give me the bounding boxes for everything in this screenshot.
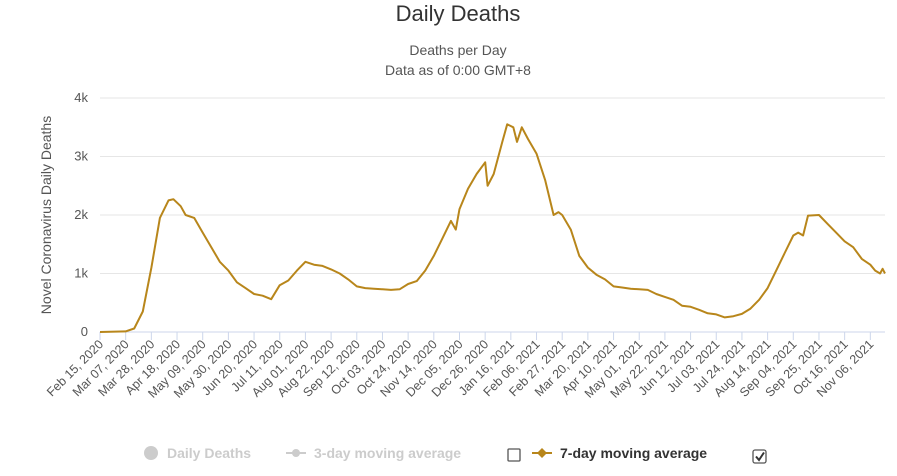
series-line-7-day-moving-average[interactable] [99,123,886,333]
legend-3day-checkbox[interactable] [507,448,521,462]
legend-3day-marker [292,449,300,457]
y-tick-label: 3k [74,149,88,164]
legend: Daily Deaths 3-day moving average 7-day … [144,445,767,464]
chart-subtitle-line-1: Deaths per Day [409,42,506,58]
legend-item-daily-deaths[interactable]: Daily Deaths [144,445,251,461]
legend-7day-label: 7-day moving average [560,445,707,461]
legend-3day-label: 3-day moving average [314,445,461,461]
y-tick-label: 4k [74,90,88,105]
y-tick-label: 2k [74,207,88,222]
y-tick-label: 0 [81,324,88,339]
y-axis-label: Novel Coronavirus Daily Deaths [38,116,54,314]
series-layer [99,123,886,333]
legend-item-3day-average[interactable]: 3-day moving average [286,445,461,461]
chart-title: Daily Deaths [396,1,521,26]
legend-item-7day-average[interactable]: 7-day moving average [532,445,707,461]
y-axis-ticks: 0 1k 2k 3k 4k [74,90,88,339]
chart-subtitle-line-2: Data as of 0:00 GMT+8 [385,62,531,78]
legend-daily-deaths-label: Daily Deaths [167,445,251,461]
legend-7day-marker [537,448,547,458]
gridlines [100,97,885,274]
legend-daily-deaths-marker [144,446,158,460]
y-tick-label: 1k [74,266,88,281]
checkmark-icon [755,451,765,462]
legend-7day-checkbox[interactable] [752,449,767,464]
